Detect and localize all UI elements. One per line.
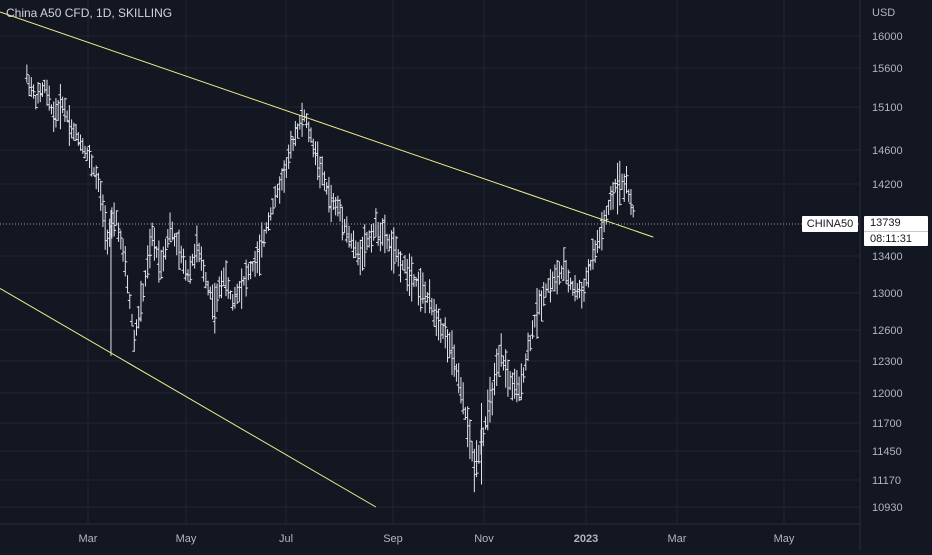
currency-label: USD <box>872 7 895 19</box>
time-tick-label: May <box>176 533 197 545</box>
price-tick-label: 15100 <box>872 102 903 114</box>
price-tick-label: 14200 <box>872 179 903 191</box>
price-tick-label: 11170 <box>872 475 901 487</box>
price-tick-label: 13000 <box>872 288 903 300</box>
current-price-badge[interactable]: 13739 08:11:31 <box>864 216 928 246</box>
price-tick-label: 11450 <box>872 446 902 458</box>
price-tick-label: 12000 <box>872 388 903 400</box>
price-tick-label: 14600 <box>872 145 903 157</box>
symbol-label: CHINA50 <box>806 218 854 230</box>
chart-title-text: China A50 CFD, 1D, SKILLING <box>6 6 173 20</box>
time-tick-label: 2023 <box>574 533 598 545</box>
symbol-price-badge[interactable]: CHINA50 <box>802 216 858 232</box>
time-tick-label: Nov <box>474 533 494 545</box>
time-tick-label: Sep <box>383 533 403 545</box>
upper-trendline[interactable] <box>0 11 654 238</box>
price-tick-label: 13400 <box>872 251 903 263</box>
price-tick-label: 12600 <box>872 325 903 337</box>
time-tick-label: Mar <box>668 533 687 545</box>
price-tick-label: 12300 <box>872 356 903 368</box>
price-tick-label: 11700 <box>872 418 902 430</box>
time-tick-label: May <box>774 533 795 545</box>
price-tick-label: 10930 <box>872 502 903 514</box>
price-tick-label: 16000 <box>872 31 903 43</box>
chart-title: China A50 CFD, 1D, SKILLING <box>6 6 172 20</box>
current-price-value: 13739 <box>870 217 901 229</box>
price-tick-label: 15600 <box>872 63 903 75</box>
bar-countdown: 08:11:31 <box>864 231 928 247</box>
lower-trendline[interactable] <box>0 287 377 508</box>
time-tick-label: Jul <box>279 533 293 545</box>
time-tick-label: Mar <box>79 533 98 545</box>
